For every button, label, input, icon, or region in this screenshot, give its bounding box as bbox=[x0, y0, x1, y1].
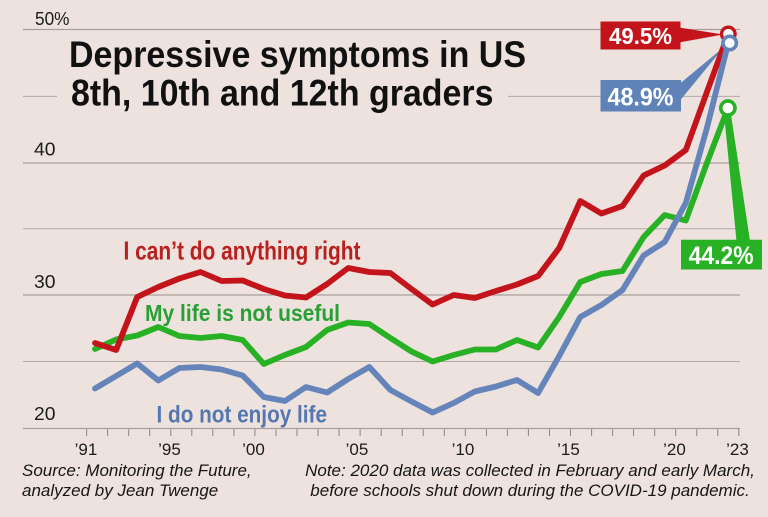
svg-text:44.2%: 44.2% bbox=[689, 242, 754, 270]
svg-text:I do not enjoy life: I do not enjoy life bbox=[157, 401, 328, 428]
svg-text:50%: 50% bbox=[35, 9, 70, 29]
svg-text:’05: ’05 bbox=[346, 440, 369, 459]
svg-text:’95: ’95 bbox=[158, 440, 181, 459]
svg-text:Note: 2020 data was collected: Note: 2020 data was collected in Februar… bbox=[305, 461, 755, 480]
svg-text:’15: ’15 bbox=[557, 440, 580, 459]
svg-text:Source: Monitoring the Future,: Source: Monitoring the Future, bbox=[22, 461, 252, 480]
svg-text:’23: ’23 bbox=[726, 440, 749, 459]
svg-text:20: 20 bbox=[34, 404, 56, 424]
svg-text:8th, 10th and 12th graders: 8th, 10th and 12th graders bbox=[71, 73, 494, 114]
svg-text:’20: ’20 bbox=[663, 440, 686, 459]
svg-text:40: 40 bbox=[34, 140, 56, 160]
svg-text:I can’t do anything right: I can’t do anything right bbox=[124, 236, 361, 266]
svg-text:’91: ’91 bbox=[75, 440, 98, 459]
svg-text:49.5%: 49.5% bbox=[609, 23, 672, 49]
svg-text:48.9%: 48.9% bbox=[608, 84, 674, 112]
svg-text:30: 30 bbox=[34, 272, 56, 292]
svg-text:analyzed by Jean Twenge: analyzed by Jean Twenge bbox=[22, 481, 218, 500]
svg-text:before schools shut down durin: before schools shut down during the COVI… bbox=[310, 481, 749, 500]
svg-text:’10: ’10 bbox=[452, 440, 475, 459]
svg-text:My life is not useful: My life is not useful bbox=[145, 300, 340, 326]
svg-text:Depressive symptoms in US: Depressive symptoms in US bbox=[69, 34, 526, 75]
svg-text:’00: ’00 bbox=[242, 440, 265, 459]
